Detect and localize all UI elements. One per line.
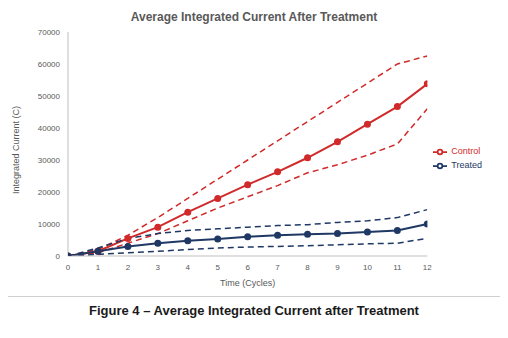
html-text:Treated: Treated — [451, 160, 482, 171]
svg-text:11: 11 — [393, 263, 402, 272]
svg-text:7: 7 — [275, 263, 280, 272]
html-text:Control: Control — [451, 146, 481, 157]
svg-text:9: 9 — [335, 263, 340, 272]
svg-text:12: 12 — [423, 263, 432, 272]
svg-text:70000: 70000 — [38, 28, 61, 37]
svg-text:2: 2 — [126, 263, 131, 272]
svg-text:4: 4 — [186, 263, 191, 272]
svg-text:10000: 10000 — [38, 220, 61, 229]
svg-text:Time (Cycles): Time (Cycles) — [220, 278, 275, 288]
svg-text:Integrated Current (C): Integrated Current (C) — [11, 106, 21, 194]
svg-text:3: 3 — [156, 263, 161, 272]
svg-text:0: 0 — [66, 263, 71, 272]
svg-text:6: 6 — [245, 263, 250, 272]
svg-text:1: 1 — [96, 263, 101, 272]
svg-text:40000: 40000 — [38, 124, 61, 133]
html-text:Figure 4 – Average Integrated: Figure 4 – Average Integrated Current af… — [89, 303, 419, 318]
svg-text:20000: 20000 — [38, 188, 61, 197]
svg-text:60000: 60000 — [38, 60, 61, 69]
svg-text:5: 5 — [215, 263, 220, 272]
svg-text:50000: 50000 — [38, 92, 61, 101]
svg-text:8: 8 — [305, 263, 310, 272]
svg-text:30000: 30000 — [38, 156, 61, 165]
svg-text:10: 10 — [363, 263, 372, 272]
svg-text:0: 0 — [56, 252, 61, 261]
html-text:Average Integrated Current Aft: Average Integrated Current After Treatme… — [130, 10, 378, 24]
